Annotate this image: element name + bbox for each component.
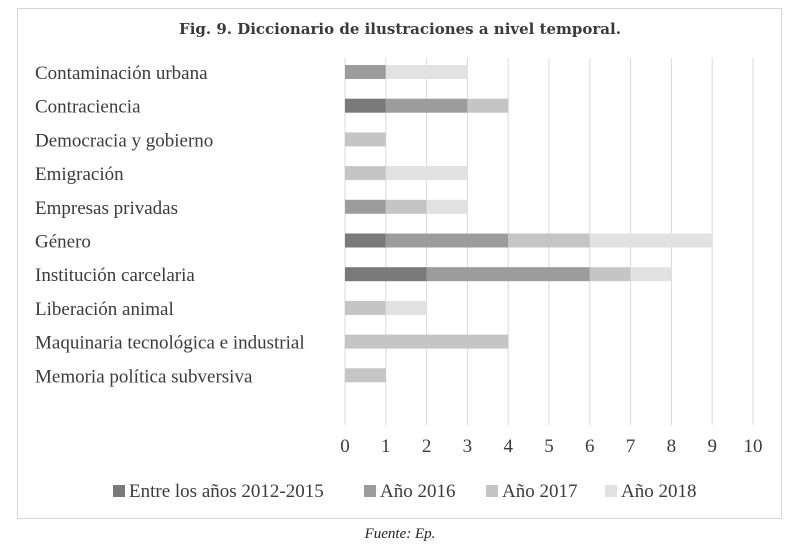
bar-segment bbox=[345, 166, 386, 181]
bar-segment bbox=[589, 267, 631, 282]
bar-segment bbox=[345, 132, 386, 147]
bar-segment bbox=[385, 166, 468, 181]
bar-segment bbox=[508, 233, 590, 248]
x-tick-label: 6 bbox=[585, 436, 595, 457]
bar-segment bbox=[426, 267, 590, 282]
category-label: Contraciencia bbox=[35, 97, 141, 118]
category-label: Género bbox=[35, 232, 91, 253]
legend-swatch bbox=[486, 485, 498, 497]
bar-segment bbox=[345, 334, 509, 349]
category-labels: Contaminación urbana Contraciencia Democra… bbox=[35, 63, 305, 387]
bar-segment bbox=[426, 199, 468, 214]
bar-segment bbox=[467, 98, 509, 113]
x-tick-label: 9 bbox=[707, 436, 717, 457]
bar-segment bbox=[345, 267, 427, 282]
legend-label: Año 2017 bbox=[502, 481, 577, 502]
legend-swatch bbox=[113, 485, 125, 497]
bar-segment bbox=[345, 65, 386, 79]
bar-segment bbox=[630, 267, 672, 282]
x-tick-label: 2 bbox=[422, 436, 432, 457]
legend-swatch bbox=[364, 485, 376, 497]
legend-swatch bbox=[605, 485, 617, 497]
category-label: Memoria política subversiva bbox=[35, 366, 253, 387]
bar-segment bbox=[385, 65, 468, 79]
bar-segment bbox=[589, 233, 713, 248]
x-tick-label: 8 bbox=[667, 436, 677, 457]
chart-frame bbox=[17, 8, 782, 519]
bar-segment bbox=[345, 300, 386, 315]
x-tick-label: 7 bbox=[626, 436, 636, 457]
bar-segment bbox=[385, 199, 427, 214]
bar-segment bbox=[345, 368, 386, 383]
bars bbox=[345, 65, 713, 383]
category-label: Empresas privadas bbox=[35, 198, 178, 219]
bar-segment bbox=[345, 98, 386, 113]
x-tick-label: 4 bbox=[503, 436, 513, 457]
figure-caption: Fuente: Ep. bbox=[364, 526, 436, 542]
category-label: Contaminación urbana bbox=[35, 63, 208, 84]
x-tick-labels: 0 1 2 3 4 5 6 7 8 9 10 bbox=[340, 436, 762, 457]
x-tick-label: 3 bbox=[463, 436, 473, 457]
x-tick-label: 10 bbox=[744, 436, 763, 457]
bar-segment bbox=[385, 300, 427, 315]
bar-segment bbox=[345, 233, 386, 248]
category-label: Democracia y gobierno bbox=[35, 130, 213, 151]
category-label: Emigración bbox=[35, 164, 124, 185]
bar-segment bbox=[385, 233, 509, 248]
legend-label: Año 2018 bbox=[621, 481, 696, 502]
legend-label: Entre los años 2012-2015 bbox=[129, 481, 324, 502]
category-label: Maquinaria tecnológica e industrial bbox=[35, 333, 305, 354]
legend: Entre los años 2012-2015 Año 2016 Año 2017… bbox=[113, 481, 696, 502]
category-label: Institución carcelaria bbox=[35, 265, 195, 286]
bar-segment bbox=[345, 199, 386, 214]
bar-segment bbox=[385, 98, 468, 113]
x-tick-label: 5 bbox=[544, 436, 554, 457]
x-tick-label: 1 bbox=[381, 436, 391, 457]
legend-label: Año 2016 bbox=[380, 481, 455, 502]
chart-title: Fig. 9. Diccionario de ilustraciones a n… bbox=[179, 20, 621, 38]
category-label: Liberación animal bbox=[35, 299, 174, 320]
x-tick-label: 0 bbox=[340, 436, 350, 457]
